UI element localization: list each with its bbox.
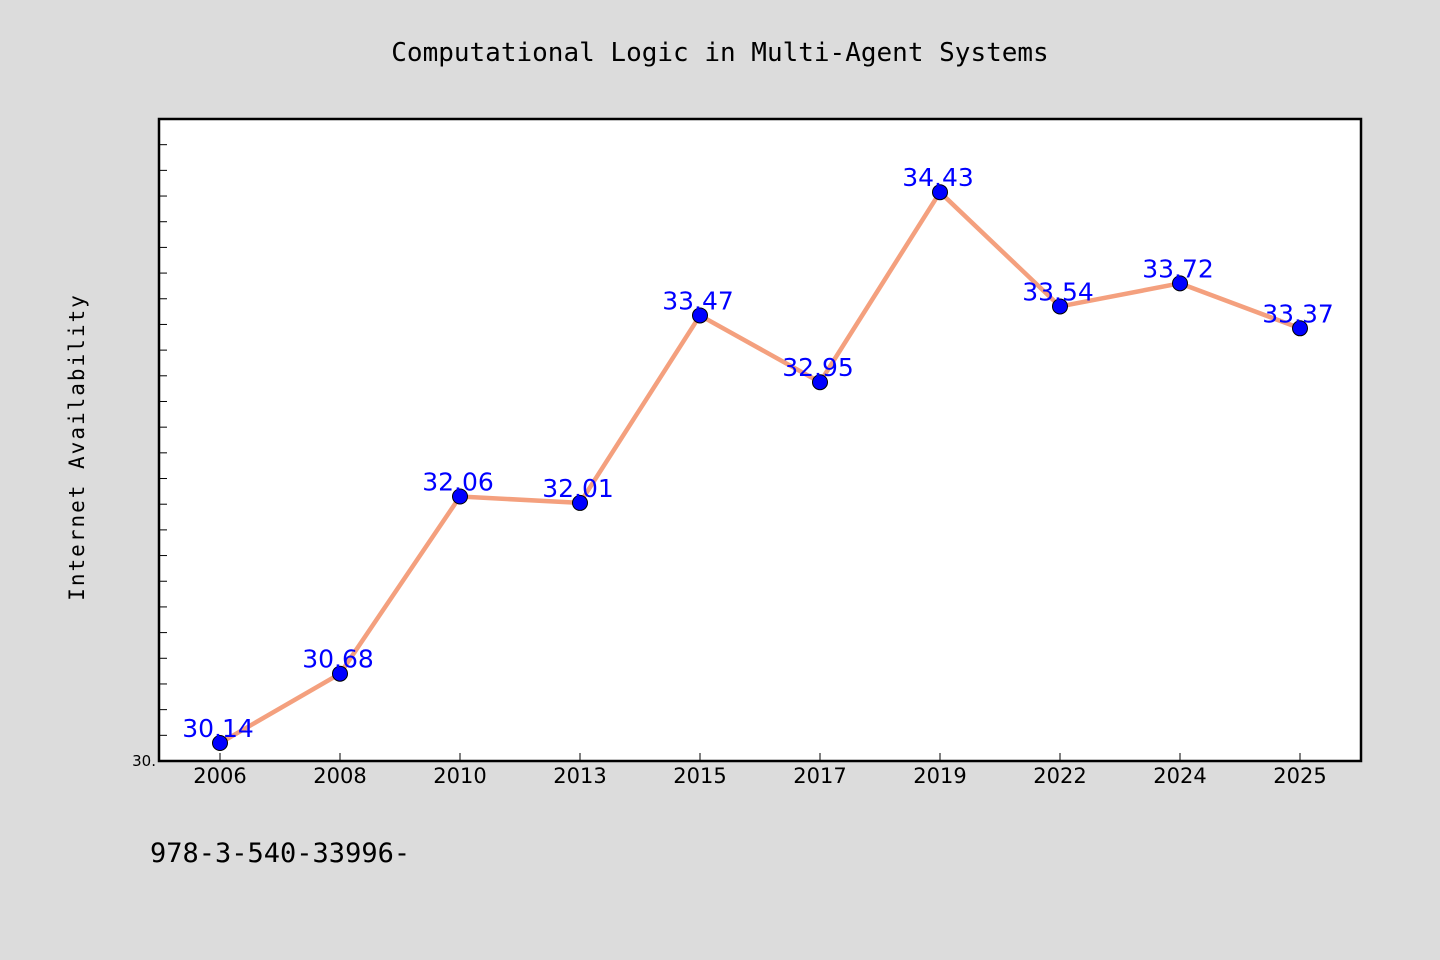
data-label: 33.47 xyxy=(662,286,734,315)
x-tick-label: 2022 xyxy=(1033,764,1086,788)
x-tick-label: 2019 xyxy=(913,764,966,788)
x-tick-label: 2013 xyxy=(553,764,606,788)
x-tick-label: 2015 xyxy=(673,764,726,788)
data-label: 32.06 xyxy=(422,467,494,496)
x-tick-label: 2010 xyxy=(433,764,486,788)
chart-title: Computational Logic in Multi-Agent Syste… xyxy=(391,38,1048,68)
x-tick-label: 2017 xyxy=(793,764,846,788)
x-axis-ticks: 2006 2008 2010 2013 2015 2017 2019 2022 2024 2025 xyxy=(193,753,1327,788)
data-label: 33.37 xyxy=(1262,299,1334,328)
data-point xyxy=(452,488,468,505)
data-point xyxy=(692,307,708,324)
series-layer xyxy=(212,184,1308,752)
x-tick-label: 2008 xyxy=(313,764,366,788)
data-label: 34.43 xyxy=(902,163,974,192)
plot-area xyxy=(159,119,1361,761)
series-line xyxy=(217,189,1303,746)
data-point xyxy=(1052,298,1068,315)
y-tick-label: 30. xyxy=(132,752,156,770)
data-label: 33.72 xyxy=(1142,254,1214,283)
x-tick-label: 2006 xyxy=(193,764,246,788)
footer-isbn: 978-3-540-33996- xyxy=(150,838,410,869)
data-label: 30.68 xyxy=(302,645,374,674)
data-point xyxy=(332,665,348,682)
data-labels-layer: 30.14 30.68 32.06 32.01 33.47 32.95 34.43 33.54… xyxy=(182,163,1334,743)
y-axis-ticks: 30. xyxy=(132,144,167,770)
plot-frame xyxy=(157,117,1363,763)
data-label: 30.14 xyxy=(182,714,254,743)
data-label: 32.01 xyxy=(542,474,614,503)
x-tick-label: 2024 xyxy=(1153,764,1206,788)
data-point xyxy=(812,374,828,391)
data-label: 33.54 xyxy=(1022,277,1094,306)
data-point xyxy=(1292,320,1308,337)
data-point xyxy=(572,494,588,511)
x-tick-label: 2025 xyxy=(1273,764,1326,788)
data-label: 32.95 xyxy=(782,353,854,382)
data-point xyxy=(932,184,948,201)
y-axis-label: Internet Availability xyxy=(65,293,89,601)
data-point xyxy=(1172,275,1188,292)
data-point xyxy=(212,735,228,752)
